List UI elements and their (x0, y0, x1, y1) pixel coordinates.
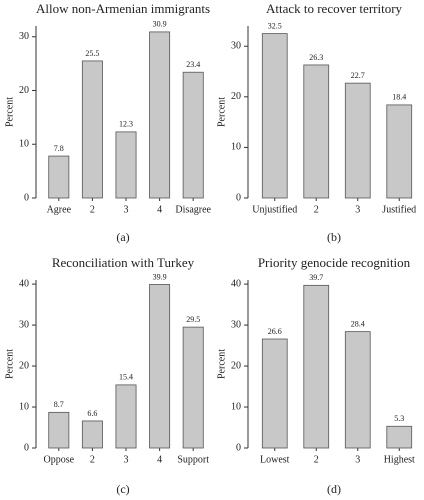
bar (115, 131, 137, 199)
y-tick-label: 10 (231, 142, 241, 153)
x-tick-label: 4 (157, 204, 162, 215)
value-label: 25.5 (85, 49, 99, 58)
chart-title: Attack to recover territory (266, 1, 403, 16)
y-axis-label: Percent (4, 349, 15, 379)
bar (261, 33, 288, 199)
y-tick-label: 0 (236, 192, 241, 203)
x-tick-label: 2 (314, 204, 319, 215)
bar (261, 338, 288, 449)
bar (115, 384, 137, 449)
y-tick-label: 0 (236, 442, 241, 453)
bar (182, 326, 204, 449)
value-label: 8.7 (54, 400, 64, 409)
value-label: 26.6 (268, 327, 282, 336)
bar (344, 82, 371, 199)
x-tick-label: Oppose (44, 454, 75, 465)
value-label: 22.7 (351, 71, 365, 80)
y-tick-label: 20 (19, 360, 29, 371)
y-tick-label: 30 (231, 319, 241, 330)
x-tick-label: Lowest (260, 454, 290, 465)
x-tick-label: 3 (124, 204, 129, 215)
y-tick-label: 30 (19, 319, 29, 330)
y-tick-label: 20 (231, 360, 241, 371)
value-label: 23.4 (186, 60, 200, 69)
value-label: 28.4 (351, 319, 365, 328)
y-tick-label: 40 (231, 278, 241, 289)
chart-title: Reconciliation with Turkey (52, 255, 195, 270)
x-tick-label: 2 (90, 204, 95, 215)
value-label: 18.4 (392, 93, 406, 102)
y-axis-label: Percent (216, 97, 227, 127)
bar (149, 31, 171, 199)
value-label: 32.5 (268, 21, 282, 30)
value-label: 6.6 (87, 409, 97, 418)
bar (81, 420, 103, 449)
panel-caption: (a) (116, 230, 129, 244)
bar (386, 104, 413, 199)
y-tick-label: 20 (19, 85, 29, 96)
value-label: 29.5 (186, 315, 200, 324)
y-tick-label: 10 (19, 139, 29, 150)
y-tick-label: 30 (231, 41, 241, 52)
x-tick-label: 2 (314, 454, 319, 465)
bar (344, 331, 371, 449)
x-tick-label: Unjustified (252, 204, 297, 215)
x-tick-label: 3 (124, 454, 129, 465)
y-tick-label: 0 (24, 442, 29, 453)
x-tick-label: Agree (47, 204, 72, 215)
x-tick-label: Support (177, 454, 209, 465)
bar (81, 60, 103, 199)
panel-caption: (c) (116, 482, 129, 496)
bar (303, 284, 330, 449)
y-tick-label: 10 (19, 401, 29, 412)
y-tick-label: 20 (231, 91, 241, 102)
x-tick-label: 4 (157, 454, 162, 465)
bar (48, 411, 70, 449)
y-tick-label: 40 (19, 278, 29, 289)
x-tick-label: 3 (355, 454, 360, 465)
value-label: 12.3 (119, 120, 133, 129)
value-label: 15.4 (119, 373, 133, 382)
value-label: 26.3 (309, 53, 323, 62)
value-label: 5.3 (394, 414, 404, 423)
y-axis-label: Percent (4, 97, 15, 127)
y-axis-label: Percent (216, 349, 227, 379)
bar (48, 155, 70, 199)
bar (303, 64, 330, 199)
value-label: 39.9 (153, 272, 167, 281)
y-tick-label: 10 (231, 401, 241, 412)
chart-title: Allow non-Armenian immigrants (36, 1, 210, 16)
y-tick-label: 30 (19, 31, 29, 42)
y-tick-label: 0 (24, 192, 29, 203)
chart-title: Priority genocide recognition (258, 255, 411, 270)
bar (386, 425, 413, 449)
x-tick-label: 3 (355, 204, 360, 215)
value-label: 30.9 (153, 20, 167, 29)
bar (182, 71, 204, 199)
x-tick-label: Disagree (175, 204, 211, 215)
x-tick-label: 2 (90, 454, 95, 465)
x-tick-label: Highest (384, 454, 415, 465)
bar (149, 284, 171, 449)
panel-caption: (b) (327, 230, 341, 244)
value-label: 39.7 (309, 273, 323, 282)
value-label: 7.8 (54, 144, 64, 153)
panel-caption: (d) (327, 482, 341, 496)
x-tick-label: Justified (382, 204, 416, 215)
